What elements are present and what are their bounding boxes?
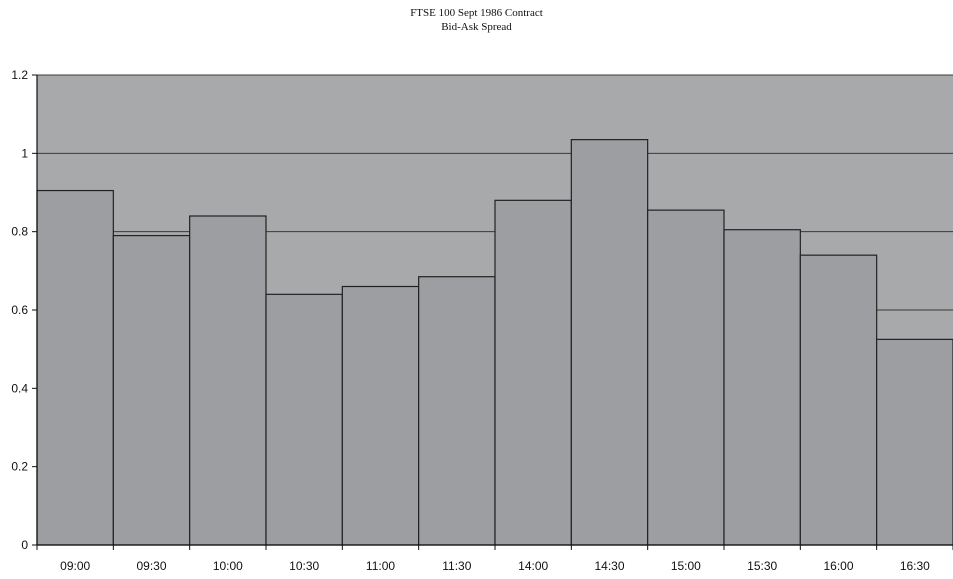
bar-1400 (494, 199, 572, 546)
bar-1500 (647, 209, 725, 546)
chart-titles: FTSE 100 Sept 1986 Contract Bid-Ask Spre… (0, 6, 953, 34)
y-axis-ticks: 0 0.2 0.4 0.6 0.8 1 1.2 (11, 68, 37, 552)
bars (36, 139, 953, 546)
y-tick-label: 0 (21, 538, 28, 552)
y-tick-label: 0.6 (11, 303, 28, 317)
y-tick-label: 0.4 (11, 381, 28, 395)
x-tick-label: 09:30 (136, 559, 166, 573)
bar-1100 (341, 285, 420, 546)
bar-0900 (36, 189, 114, 546)
x-tick-label: 15:30 (747, 559, 777, 573)
x-tick-label: 10:30 (289, 559, 319, 573)
x-tick-label: 16:30 (900, 559, 930, 573)
y-tick-label: 1 (21, 146, 28, 160)
x-tick-label: 11:00 (366, 559, 395, 573)
bar-1030 (265, 293, 343, 546)
y-tick-label: 0.8 (11, 225, 28, 239)
x-tick-label: 10:00 (213, 559, 243, 573)
y-tick-label: 0.2 (11, 460, 28, 474)
x-tick-label: 09:00 (60, 559, 90, 573)
bar-1130 (418, 276, 496, 546)
chart-title: FTSE 100 Sept 1986 Contract (410, 7, 543, 19)
x-tick-label: 16:00 (823, 559, 853, 573)
x-tick-label: 15:00 (671, 559, 701, 573)
x-axis-ticks: 09:00 09:30 10:00 10:30 11:00 11:30 14:00 14:30… (36, 545, 953, 573)
x-tick-label: 14:30 (594, 559, 624, 573)
bar-1530 (723, 229, 801, 546)
x-tick-label: 11:30 (442, 559, 471, 573)
y-tick-label: 1.2 (11, 68, 28, 82)
bar-1000 (189, 215, 267, 546)
bar-1630 (876, 338, 953, 546)
chart-subtitle: Bid-Ask Spread (441, 21, 512, 33)
bar-1430 (570, 139, 649, 546)
bar-1600 (799, 254, 878, 546)
x-tick-label: 14:00 (518, 559, 548, 573)
bar-0930 (112, 234, 191, 546)
